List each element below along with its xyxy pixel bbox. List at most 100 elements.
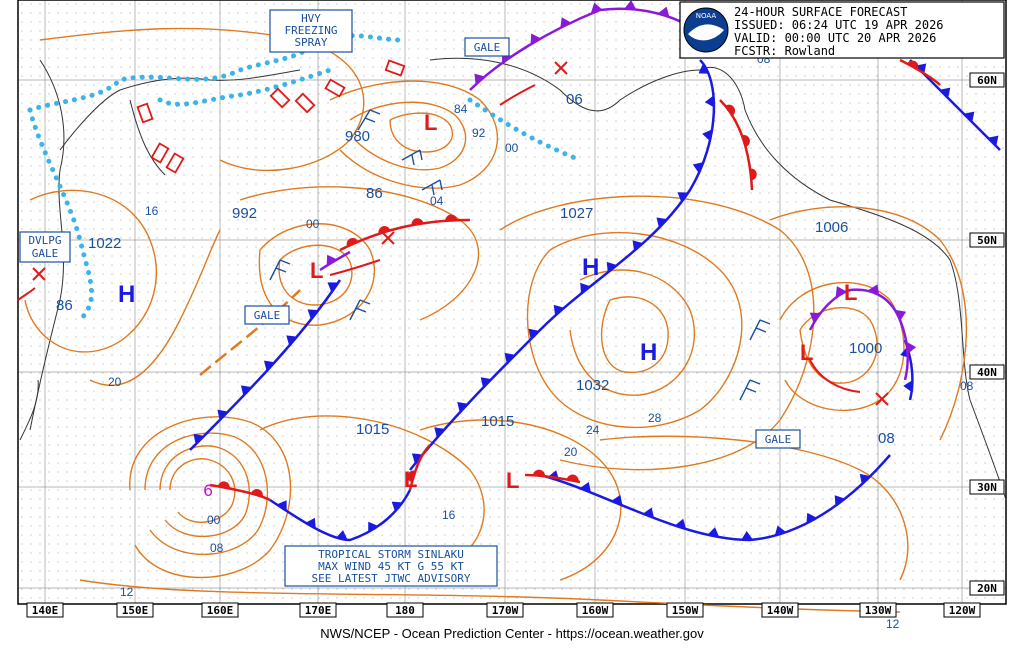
track-arrow <box>329 259 381 276</box>
pressure-center-symbols: H H H L L L L L L 6 <box>118 110 857 500</box>
isobar-label: 1022 <box>88 235 121 252</box>
high-center-symbol: H <box>582 254 599 281</box>
isobar-label: 16 <box>145 204 159 218</box>
isobar-label: 08 <box>878 430 895 447</box>
header-issued: ISSUED: 06:24 UTC 19 APR 2026 <box>734 18 944 32</box>
developing-gale-label: GALE <box>32 247 59 260</box>
isobar-label: 00 <box>505 141 519 155</box>
isobar-label: 92 <box>472 126 486 140</box>
isobar-label: 1015 <box>356 421 389 438</box>
tropical-storm-label: SEE LATEST JTWC ADVISORY <box>312 572 471 585</box>
longitude-label: 170E <box>305 604 332 617</box>
tropical-storm-label: MAX WIND 45 KT G 55 KT <box>318 560 464 573</box>
cold-front <box>409 59 716 471</box>
isobar <box>769 206 968 441</box>
isobar-label: 1032 <box>576 377 609 394</box>
kamchatka-coast <box>59 69 301 151</box>
alaska-coast <box>429 57 701 112</box>
longitude-label: 150E <box>122 604 149 617</box>
isobar <box>600 296 669 374</box>
noaa-logo-bird-icon <box>688 24 724 41</box>
warm-front <box>899 58 941 86</box>
freezing-spray-label: FREEZING <box>285 24 338 37</box>
low-center-symbol: L <box>800 340 813 365</box>
isobar <box>779 281 905 412</box>
x-markers <box>32 61 889 406</box>
isobar-label: 12 <box>120 585 134 599</box>
low-center-symbol: L <box>404 467 417 492</box>
isobar <box>278 244 353 306</box>
isobar-label: 86 <box>56 297 73 314</box>
cold-fronts <box>189 59 1001 542</box>
isobar-label: 86 <box>366 185 383 202</box>
longitude-label: 140E <box>32 604 59 617</box>
freezing-spray-symbols <box>136 59 406 174</box>
isobar-label: 84 <box>454 102 468 116</box>
isobar-label: 16 <box>442 508 456 522</box>
warm-front <box>209 483 271 502</box>
x-marker <box>875 392 889 406</box>
high-center-symbol: H <box>640 339 657 366</box>
longitude-label: 130W <box>865 604 892 617</box>
latitude-label: 30N <box>977 481 997 494</box>
isobar <box>799 306 878 384</box>
na-coast <box>699 66 1007 501</box>
isobar-label: 1000 <box>849 340 882 357</box>
latitude-label: 50N <box>977 234 997 247</box>
wind-barbs <box>269 109 771 401</box>
isobar-label: 1015 <box>481 413 514 430</box>
japan-coast <box>19 379 39 441</box>
gale-label: GALE <box>254 309 281 322</box>
longitude-label: 150W <box>672 604 699 617</box>
isobar-label: 06 <box>566 91 583 108</box>
occluded-front <box>319 250 351 272</box>
latitude-labels: 60N 50N 40N 30N 20N <box>969 72 1005 596</box>
warning-boxes: HVY FREEZING SPRAY GALE GALE GALE DVLPG … <box>19 9 801 587</box>
freezing-spray-label: HVY <box>301 12 321 25</box>
isobar <box>159 445 251 538</box>
isobar <box>144 432 269 556</box>
warm-front <box>524 473 581 484</box>
forecast-header: NOAA 24-HOUR SURFACE FORECAST ISSUED: 06… <box>679 1 1005 59</box>
map-frame <box>17 0 1007 605</box>
tropical-storm-symbol: 6 <box>203 481 213 500</box>
isobar-label: 980 <box>345 128 370 145</box>
latitude-label: 20N <box>977 582 997 595</box>
longitude-label: 120W <box>949 604 976 617</box>
header-forecaster: FCSTR: Rowland <box>734 44 835 58</box>
track-arrow <box>499 84 536 106</box>
isobar <box>24 189 158 353</box>
isobar-label: 20 <box>108 375 122 389</box>
isobar <box>39 27 365 172</box>
isobar <box>169 458 236 523</box>
freezing-spray-label: SPRAY <box>294 36 327 49</box>
isobar-label: 1027 <box>560 205 593 222</box>
track-arrow <box>17 287 36 301</box>
longitude-label: 170W <box>492 604 519 617</box>
cold-front <box>539 454 891 542</box>
isobar-label: 00 <box>207 513 221 527</box>
ice-edge-line <box>27 107 95 323</box>
track-arrow <box>809 359 861 393</box>
isobar-label: 04 <box>430 194 444 208</box>
longitude-label: 140W <box>767 604 794 617</box>
isobar <box>419 419 622 581</box>
header-title: 24-HOUR SURFACE FORECAST <box>734 5 907 19</box>
occluded-front <box>808 288 909 381</box>
latitude-label: 40N <box>977 366 997 379</box>
x-marker <box>381 231 395 245</box>
isobar-label: 08 <box>210 541 224 555</box>
low-center-symbol: L <box>310 258 323 283</box>
trough <box>199 289 301 376</box>
isobar <box>349 101 467 171</box>
warm-fronts <box>209 58 941 502</box>
isobar <box>329 80 499 189</box>
ice-edge-line <box>467 97 583 163</box>
low-center-symbol: L <box>424 110 437 135</box>
gale-label: GALE <box>474 41 501 54</box>
warm-front <box>339 218 471 252</box>
header-valid: VALID: 00:00 UTC 20 APR 2026 <box>734 31 936 45</box>
tropical-storm-label: TROPICAL STORM SINLAKU <box>318 548 464 561</box>
longitude-labels: 140E 150E 160E 170E 180 170W 160W 150W 140W 130W 1… <box>26 602 981 618</box>
